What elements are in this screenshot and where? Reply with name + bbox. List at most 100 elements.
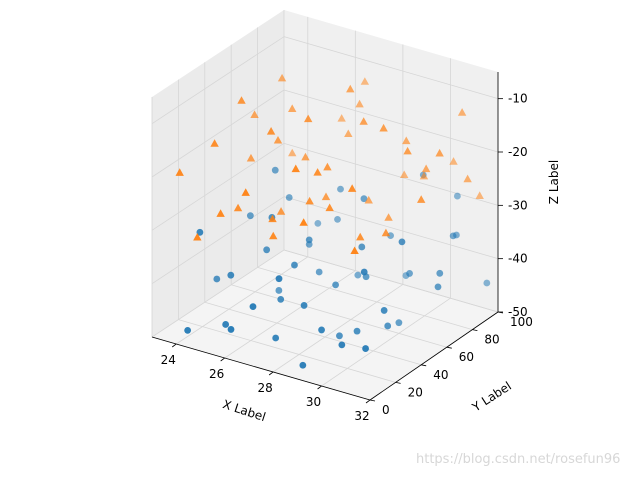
circle-point: [300, 302, 308, 309]
z-gridline: [283, 89, 499, 153]
x-tick-label: 28: [257, 381, 272, 395]
triangle-point: [355, 99, 364, 108]
triangle-point: [457, 108, 467, 116]
circle-point: [249, 303, 257, 310]
pane-back: [284, 10, 498, 312]
triangle-point: [421, 164, 431, 173]
z-tick-label: -20: [508, 145, 528, 159]
triangle-point: [210, 139, 219, 147]
triangle-point: [237, 96, 246, 104]
y-tick-label: 0: [382, 403, 390, 417]
circle-point: [314, 220, 322, 227]
axes-panes: [152, 10, 498, 400]
circle-point: [246, 212, 254, 220]
circle-point: [434, 283, 442, 291]
triangle-point: [273, 135, 283, 144]
circle-point: [384, 322, 392, 330]
circle-point: [362, 345, 369, 352]
circle-point: [227, 271, 235, 279]
triangle-point: [288, 148, 297, 157]
triangle-point: [277, 73, 287, 82]
triangle-point: [346, 84, 355, 93]
triangle-point: [360, 77, 370, 85]
y-gridline: [178, 319, 396, 383]
triangle-point: [435, 148, 444, 157]
x-axis-line: [151, 336, 371, 401]
data-points: [175, 73, 491, 369]
circle-point: [360, 195, 368, 203]
circle-point: [277, 295, 285, 303]
x-tick-label: 26: [209, 367, 224, 381]
triangle-point: [321, 192, 331, 201]
triangle-point: [463, 174, 472, 183]
triangle-point: [347, 184, 357, 192]
triangle-point: [246, 153, 256, 162]
y-tick-mark: [395, 382, 401, 384]
z-gridline: [151, 142, 285, 231]
circle-point: [332, 281, 339, 289]
triangle-point: [305, 196, 314, 205]
triangle-point: [381, 228, 391, 237]
x-tick-mark: [268, 371, 274, 376]
z-gridline: [283, 142, 499, 206]
circle-point: [395, 319, 403, 327]
y-axis-label: Y Label: [469, 379, 514, 415]
triangle-point: [337, 114, 346, 122]
triangle-point: [402, 136, 411, 145]
triangle-point: [356, 232, 365, 241]
x-tick-label: 30: [306, 395, 321, 409]
triangle-point: [175, 168, 184, 176]
circle-point: [275, 275, 283, 283]
tick-labels: 24 26 28 30 32 0 20 40 60 80 100 -10 -20 -30 -40 -50: [161, 92, 533, 423]
triangle-point: [216, 209, 225, 217]
circle-point: [184, 326, 192, 334]
circle-point: [398, 238, 406, 246]
triangle-point: [379, 123, 388, 132]
circle-point: [213, 275, 221, 283]
circle-point: [337, 185, 344, 193]
circle-point: [227, 326, 235, 333]
z-gridline: [283, 36, 499, 100]
x-tick-label: 24: [161, 353, 176, 367]
triangle-point: [269, 231, 278, 240]
circle-point: [402, 272, 410, 279]
x-gridline: [321, 297, 451, 387]
triangle-point: [313, 168, 322, 176]
triangle-point: [359, 117, 368, 125]
circle-point: [334, 215, 341, 223]
circle-point: [380, 307, 388, 314]
circle-point: [222, 321, 230, 328]
circle-point: [196, 228, 204, 236]
z-tick-label: -50: [508, 305, 528, 319]
circle-point: [285, 194, 293, 201]
y-gridline: [231, 284, 447, 348]
triangle-point: [276, 207, 286, 215]
y-tick-mark: [472, 329, 478, 331]
triangle-point: [325, 203, 334, 212]
triangle-point: [301, 152, 310, 161]
circle-point: [291, 261, 298, 269]
y-gridline: [257, 267, 473, 330]
triangle-point: [417, 195, 426, 203]
z-tick-label: -10: [508, 92, 528, 106]
triangle-point: [350, 246, 359, 254]
triangle-point: [193, 232, 202, 241]
circle-point: [483, 279, 491, 287]
y-tick-mark: [369, 399, 376, 402]
triangle-point: [364, 195, 373, 204]
y-axis-line: [369, 311, 499, 401]
triangle-point: [384, 213, 393, 221]
triangle-point: [449, 157, 458, 165]
circle-point: [353, 327, 361, 335]
triangle-point: [419, 171, 429, 180]
y-gridline: [204, 301, 422, 366]
y-tick-label: 100: [510, 315, 533, 329]
x-tick-mark: [365, 399, 371, 404]
z-tick-label: -40: [508, 252, 528, 266]
circle-point: [318, 326, 325, 334]
circle-point: [453, 192, 461, 200]
circle-point: [338, 341, 346, 349]
z-axis-label: Z Label: [547, 160, 561, 204]
circle-point: [354, 271, 362, 279]
circle-point: [358, 243, 366, 251]
